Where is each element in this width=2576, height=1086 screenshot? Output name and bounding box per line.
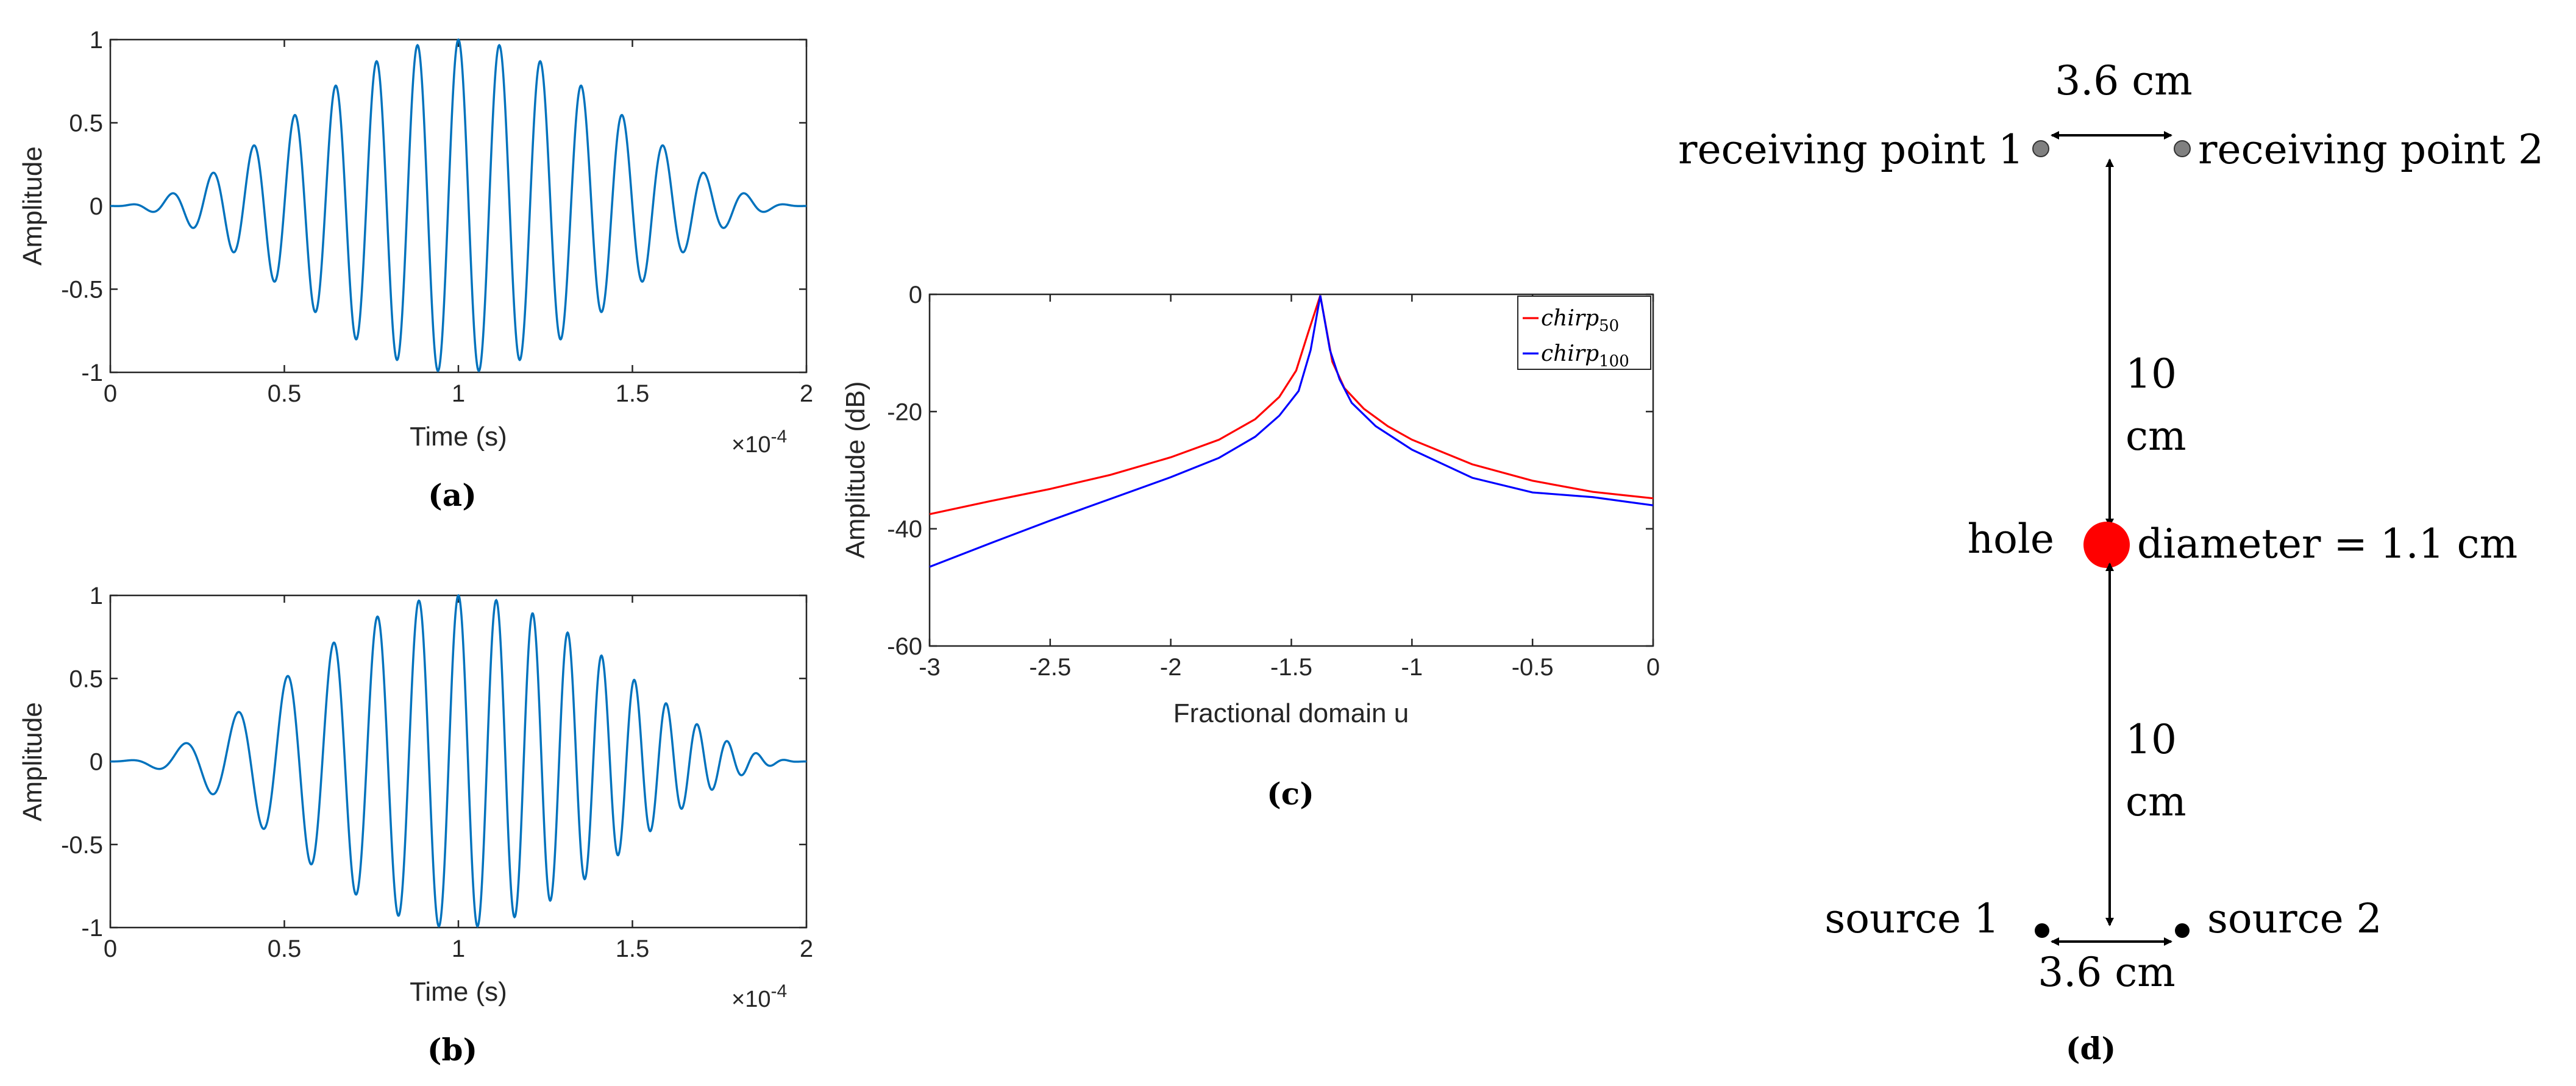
receiving-point-1-marker (2032, 140, 2049, 157)
ytick-label-c-0: -60 (887, 633, 922, 660)
panel-a-xticks: 0 0.5 1 1.5 2 (104, 40, 813, 407)
panel-a-plot-frame (109, 38, 808, 374)
xtick-label-b-1: 0.5 (268, 935, 302, 962)
panel-a-xlabel: Time (s) (410, 422, 507, 452)
xtick-label-a-1: 0.5 (268, 380, 302, 407)
receiving-point-1-label: receiving point 1 (1678, 126, 2024, 173)
panel-d: 3.6 cm receiving point 1 receiving point… (1678, 57, 2544, 1066)
source-2-marker (2175, 923, 2190, 938)
xtick-label-c-0: -3 (919, 654, 941, 681)
panel-c-series-chirp50 (929, 295, 1654, 516)
panel-c-legend-name-chirp100: chirp (1541, 341, 1599, 366)
xtick-label-c-6: 0 (1646, 654, 1660, 681)
panel-b-plot-frame (109, 594, 808, 929)
receiving-point-2-marker (2174, 140, 2191, 157)
diagram-lower-distance-unit: cm (2126, 778, 2186, 825)
panel-c-legend-entry-chirp50: chirp50 (1541, 306, 1619, 335)
panel-b-label: (b) (427, 1032, 477, 1068)
panel-b-xticks: 0 0.5 1 1.5 2 (104, 595, 813, 962)
panel-c-legend: chirp50 chirp100 (1517, 296, 1651, 371)
diagram-upper-distance-value: 10 (2126, 350, 2177, 397)
ytick-label-b-4: 1 (90, 583, 103, 609)
xtick-label-a-0: 0 (104, 380, 117, 407)
xtick-label-b-0: 0 (104, 935, 117, 962)
panel-b-yticks: -1 -0.5 0 0.5 1 (61, 583, 806, 942)
panel-a-ylabel: Amplitude (18, 146, 48, 266)
diagram-upper-distance-unit: cm (2126, 413, 2186, 460)
ytick-label-b-0: -1 (81, 915, 103, 942)
panel-a-signal-line (110, 38, 806, 372)
panel-b: -1 -0.5 0 0.5 1 0 0.5 1 1.5 2 Amplitude Time (s)… (18, 583, 813, 1068)
panel-a: -1 -0.5 0 0.5 1 0 0.5 1 1.5 2 Amplitude Time (s)… (18, 27, 813, 513)
xtick-label-c-1: -2.5 (1029, 654, 1071, 681)
ytick-label-a-2: 0 (90, 193, 103, 220)
diagram-lower-distance-value: 10 (2126, 716, 2177, 763)
panel-a-yticks: -1 -0.5 0 0.5 1 (61, 27, 806, 386)
hole-marker (2083, 522, 2130, 568)
panel-c-ylabel: Amplitude (dB) (841, 381, 870, 558)
xtick-label-b-3: 1.5 (616, 935, 650, 962)
xtick-label-a-4: 2 (800, 380, 813, 407)
panel-a-label: (a) (428, 477, 477, 513)
xtick-label-a-2: 1 (452, 380, 465, 407)
ytick-label-c-2: -20 (887, 399, 922, 425)
panel-a-multiplier-base: ×10 (731, 432, 770, 458)
xtick-label-c-3: -1.5 (1270, 654, 1312, 681)
ytick-label-c-3: 0 (909, 282, 922, 308)
ytick-label-a-0: -1 (81, 360, 103, 386)
source-1-label: source 1 (1824, 895, 1999, 942)
panel-c-label: (c) (1267, 776, 1314, 812)
panel-c-yticks: -60 -40 -20 0 (887, 282, 1653, 660)
ytick-label-a-1: -0.5 (61, 277, 103, 303)
panel-b-x-multiplier: ×10-4 (731, 981, 787, 1012)
hole-diameter-label: diameter = 1.1 cm (2137, 520, 2517, 567)
panel-b-multiplier-exponent: -4 (770, 981, 787, 1001)
panel-c-legend-sub-chirp50: 50 (1599, 317, 1619, 335)
xtick-label-a-3: 1.5 (616, 380, 650, 407)
ytick-label-a-3: 0.5 (69, 110, 103, 137)
source-2-label: source 2 (2207, 895, 2382, 942)
source-1-marker (2035, 923, 2049, 938)
hole-label: hole (1968, 516, 2054, 563)
panel-b-ylabel: Amplitude (18, 702, 48, 822)
ytick-label-b-3: 0.5 (69, 665, 103, 692)
panel-b-multiplier-base: ×10 (731, 987, 770, 1012)
xtick-label-c-4: -1 (1401, 654, 1423, 681)
diagram-bottom-spacing-label: 3.6 cm (2038, 949, 2176, 996)
panel-c-legend-box (1517, 296, 1651, 370)
panel-a-multiplier-exponent: -4 (770, 427, 787, 447)
panel-c-legend-name-chirp50: chirp (1541, 306, 1599, 331)
panel-b-signal-line (110, 594, 806, 928)
ytick-label-a-4: 1 (90, 27, 103, 54)
ytick-label-c-1: -40 (887, 516, 922, 543)
panel-c-legend-entry-chirp100: chirp100 (1541, 341, 1629, 371)
xtick-label-c-5: -0.5 (1512, 654, 1554, 681)
panel-b-xlabel: Time (s) (410, 977, 507, 1007)
xtick-label-b-2: 1 (452, 935, 465, 962)
xtick-label-b-4: 2 (800, 935, 813, 962)
panel-c: -60 -40 -20 0 -3 -2.5 -2 -1.5 -1 -0.5 0 Amplitude… (841, 282, 1660, 812)
panel-a-x-multiplier: ×10-4 (731, 427, 787, 458)
receiving-point-2-label: receiving point 2 (2198, 126, 2544, 173)
panel-c-series-chirp100 (929, 295, 1654, 568)
diagram-top-spacing-label: 3.6 cm (2055, 57, 2193, 104)
panel-c-xlabel: Fractional domain u (1173, 698, 1409, 728)
ytick-label-b-1: -0.5 (61, 832, 103, 859)
xtick-label-c-2: -2 (1160, 654, 1182, 681)
panel-d-label: (d) (2066, 1031, 2116, 1066)
panel-c-legend-sub-chirp100: 100 (1599, 352, 1629, 371)
ytick-label-b-2: 0 (90, 749, 103, 776)
